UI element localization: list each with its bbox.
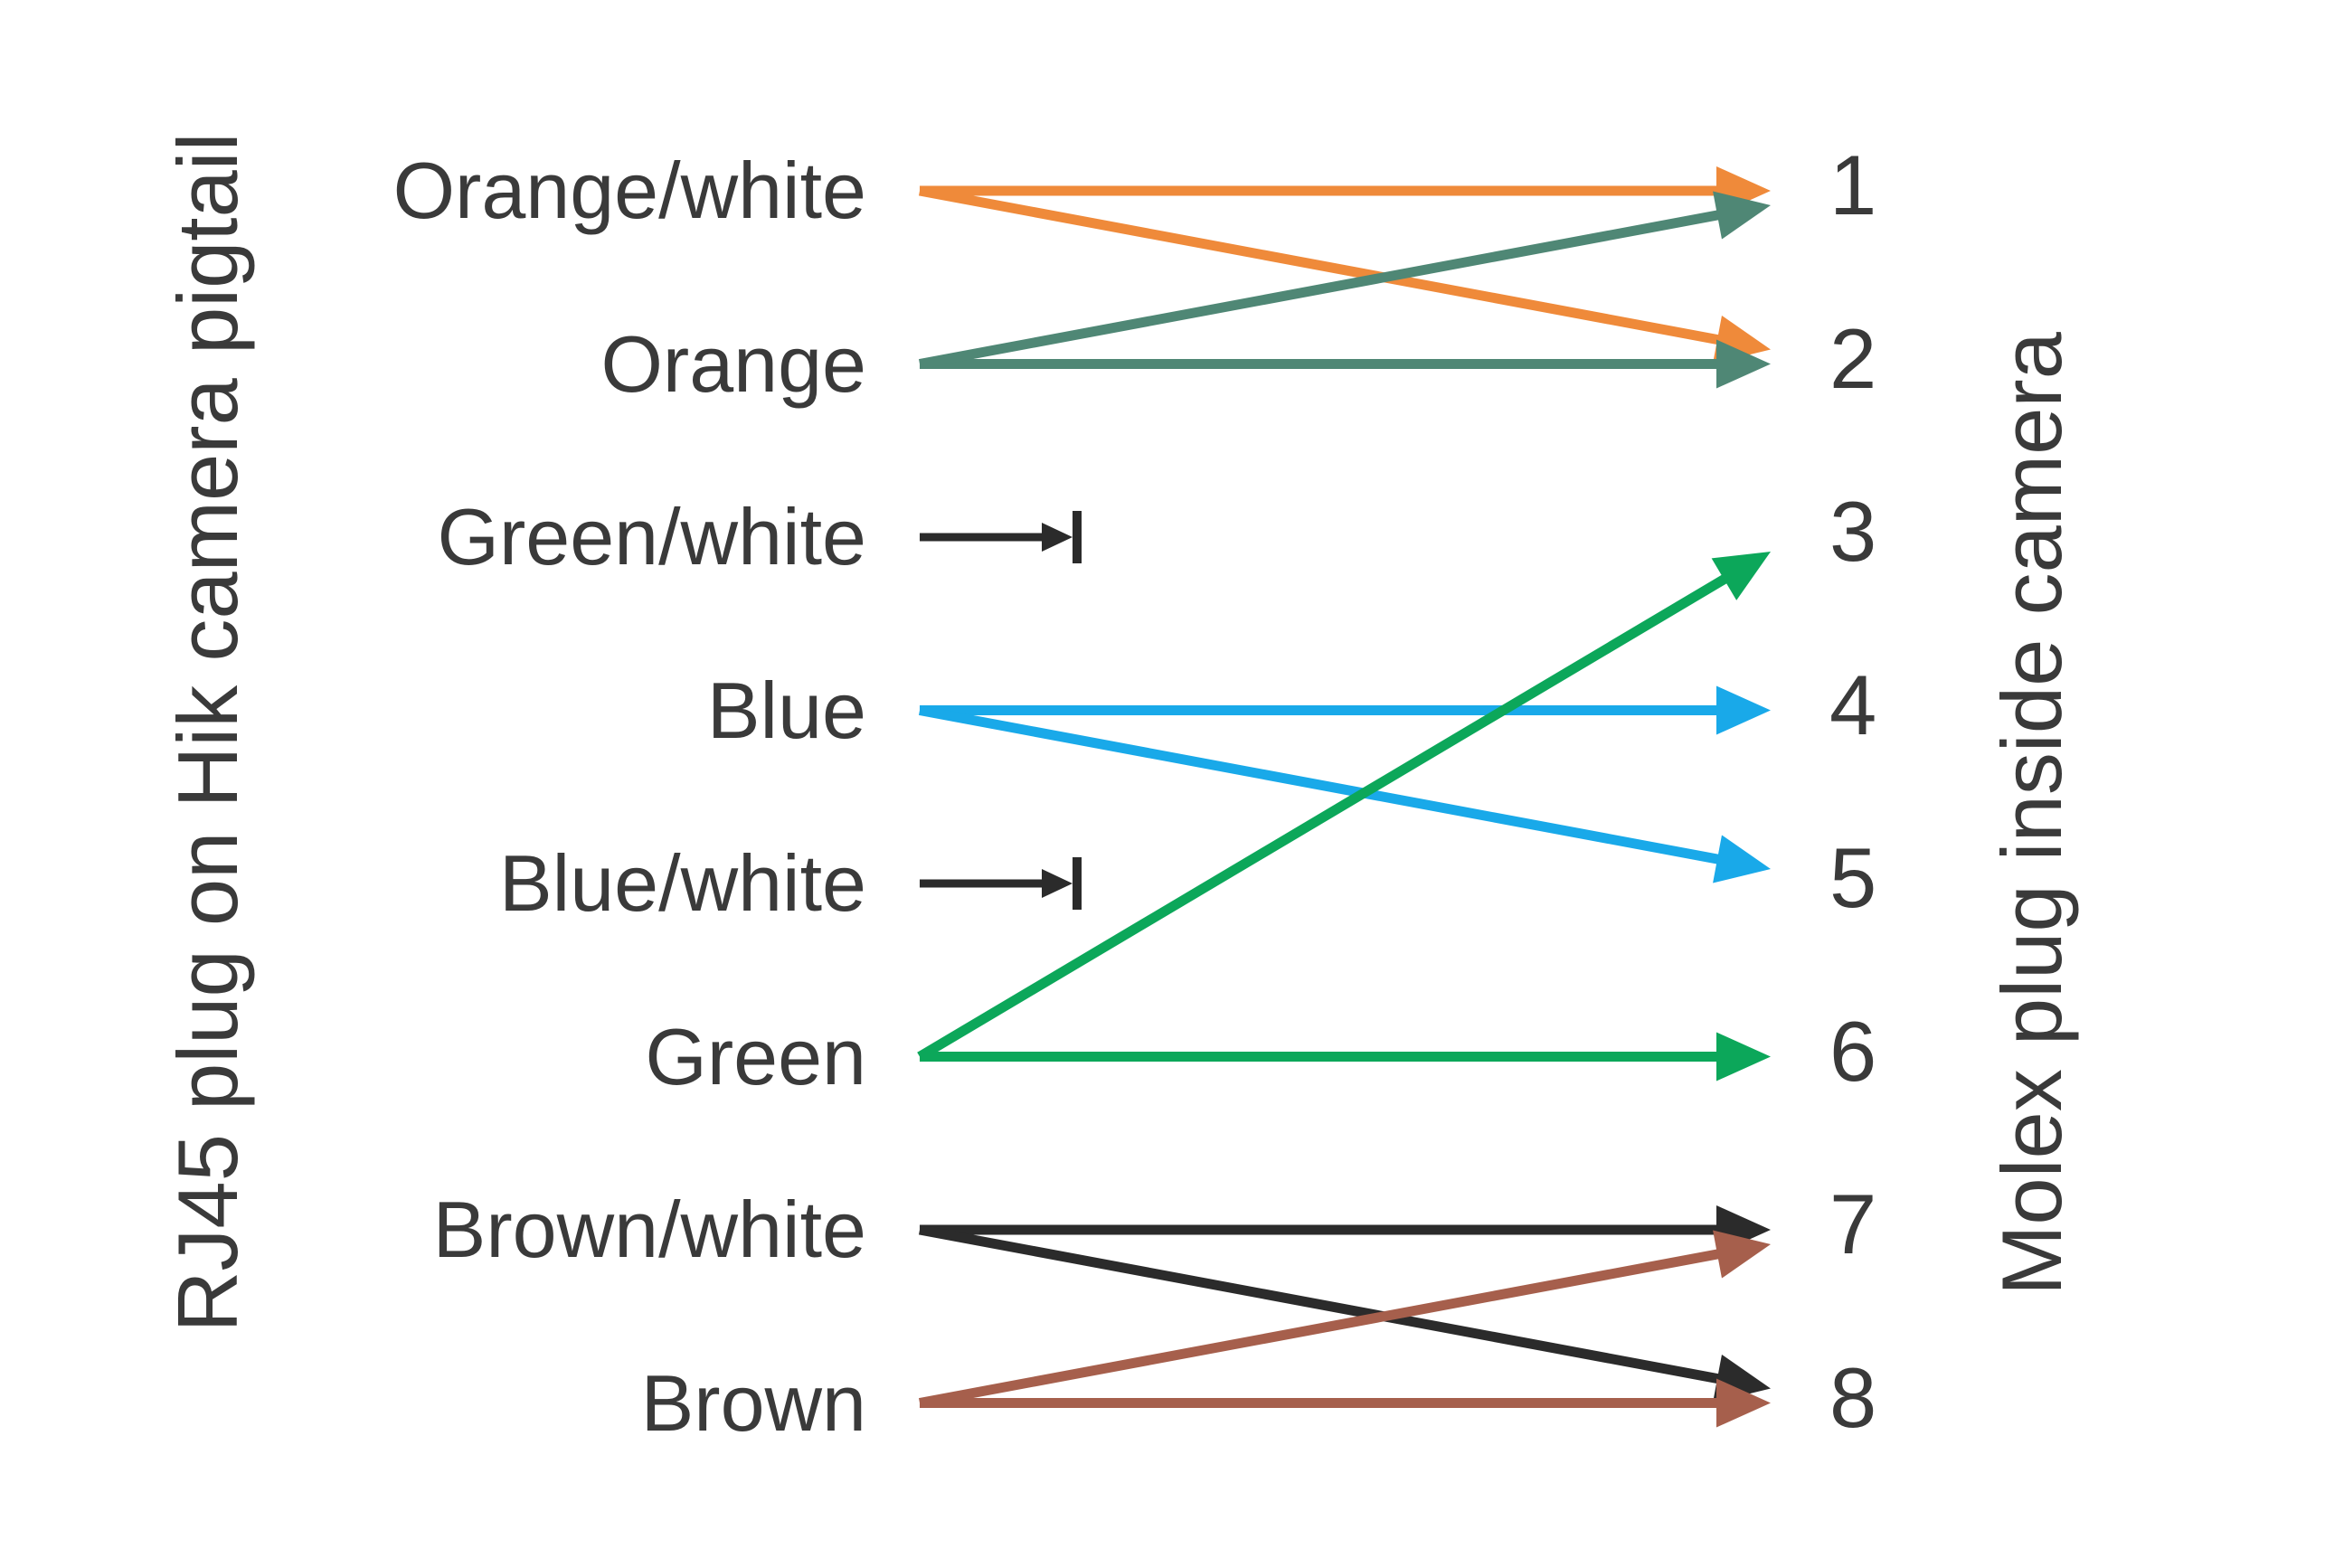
wire-label-orange-white: Orange/white [392,146,866,235]
terminated-arrow-green-white [920,511,1082,563]
wire-blue-to-pin-5 [918,705,1771,883]
wire-label-green-white: Green/white [437,492,866,581]
wire-orange-to-pin-2 [920,339,1771,389]
wire-orange-to-pin-1 [918,191,1771,369]
pin-number-5: 5 [1829,830,1877,925]
wire-brown-white-to-pin-7 [920,1205,1771,1254]
pin-number-4: 4 [1829,656,1877,752]
pin-number-8: 8 [1829,1349,1877,1445]
wire-green-to-pin-6 [920,1032,1771,1082]
wire-label-blue-white: Blue/white [498,838,866,928]
terminated-arrow-blue-white [920,857,1082,910]
wire-label-blue: Blue [706,665,866,755]
wire-brown-to-pin-8 [920,1378,1771,1428]
pin-number-6: 6 [1829,1003,1877,1099]
terminator-bar-green-white [1073,511,1082,563]
wire-label-green: Green [645,1011,866,1101]
pin-number-3: 3 [1829,484,1877,579]
wire-green-to-pin-3 [917,552,1771,1062]
pin-number-2: 2 [1829,310,1877,406]
wire-label-brown: Brown [640,1357,866,1448]
wire-orange-white-to-pin-1 [920,166,1771,215]
wire-blue-to-pin-4 [920,685,1771,735]
pin-number-7: 7 [1829,1176,1877,1271]
pin-number-1: 1 [1829,137,1877,232]
wire-brown-to-pin-7 [918,1230,1771,1408]
wire-label-brown-white: Brown/white [432,1185,866,1274]
terminator-bar-blue-white [1073,857,1082,910]
wire-label-orange: Orange [600,318,866,409]
